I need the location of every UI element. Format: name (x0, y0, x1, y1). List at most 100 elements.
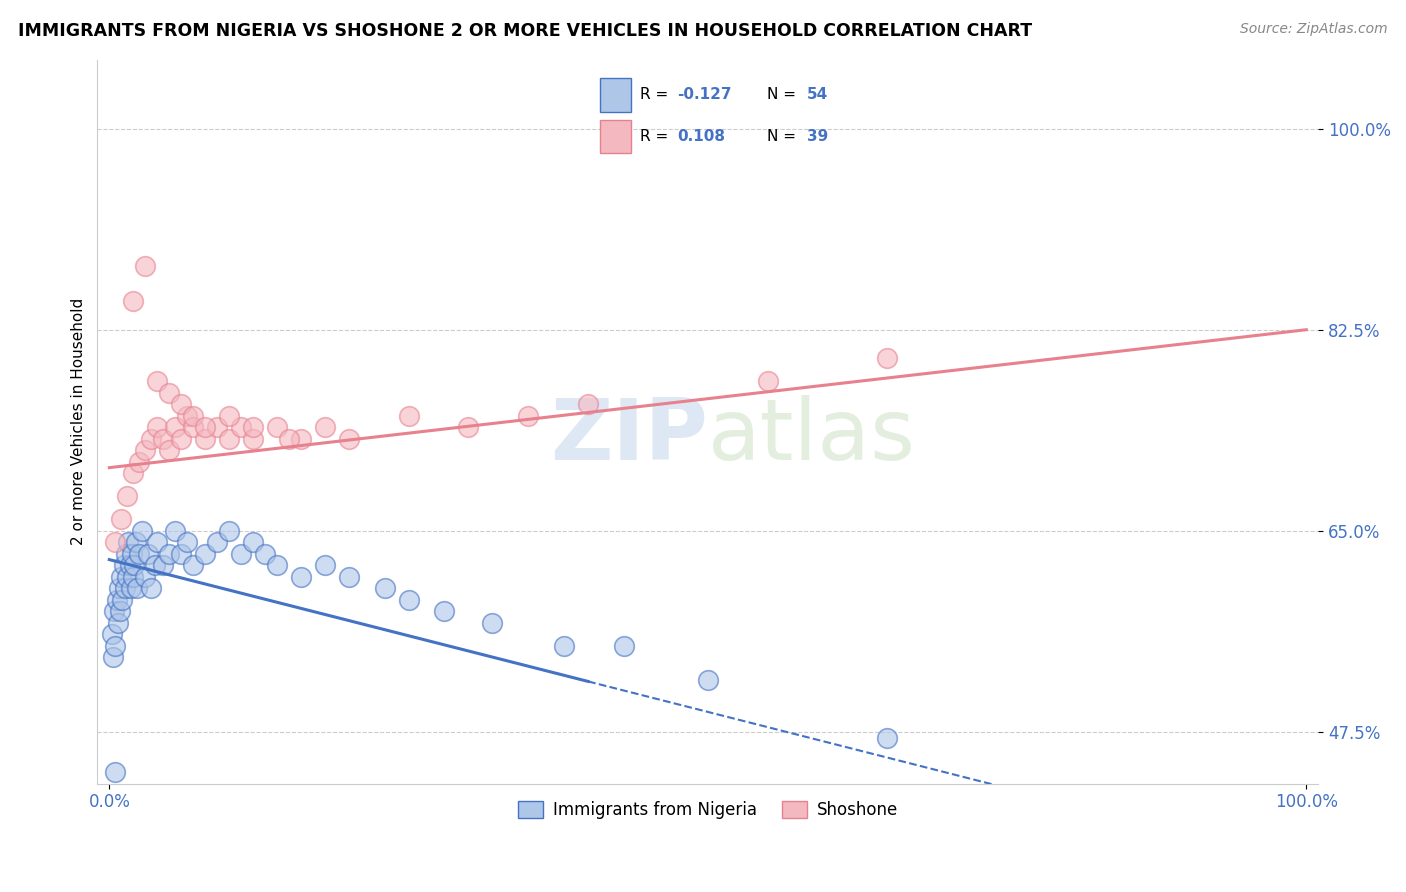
Point (613, 639, 636, 653)
Point (314, 420, 336, 434)
FancyBboxPatch shape (600, 78, 631, 112)
Point (117, 535, 139, 549)
Point (194, 432, 217, 446)
Point (112, 558, 135, 573)
Point (152, 432, 174, 446)
Point (194, 547, 217, 561)
Point (124, 535, 146, 549)
Point (229, 420, 252, 434)
Point (181, 420, 204, 434)
Text: ZIP: ZIP (550, 394, 707, 477)
Point (218, 409, 240, 423)
Point (876, 351, 898, 366)
Text: -0.127: -0.127 (678, 87, 731, 102)
Point (242, 420, 264, 434)
Point (218, 432, 240, 446)
Point (141, 432, 163, 446)
Text: N =: N = (766, 129, 800, 144)
Point (101, 650, 124, 665)
Point (181, 409, 204, 423)
Point (517, 409, 540, 423)
Point (128, 455, 150, 469)
Point (141, 582, 163, 596)
Point (110, 570, 132, 584)
Text: Source: ZipAtlas.com: Source: ZipAtlas.com (1240, 22, 1388, 37)
Point (696, 673, 718, 688)
Point (125, 582, 148, 596)
Text: atlas: atlas (707, 394, 915, 477)
Point (146, 375, 169, 389)
Point (134, 570, 156, 584)
Point (115, 547, 138, 561)
Point (194, 420, 217, 434)
Point (122, 293, 145, 308)
Point (117, 570, 139, 584)
Point (104, 639, 127, 653)
Point (277, 432, 299, 446)
Text: IMMIGRANTS FROM NIGERIA VS SHOSHONE 2 OR MORE VEHICLES IN HOUSEHOLD CORRELATION : IMMIGRANTS FROM NIGERIA VS SHOSHONE 2 OR… (18, 22, 1032, 40)
Text: R =: R = (640, 129, 673, 144)
Point (118, 558, 141, 573)
Point (337, 432, 360, 446)
Text: 54: 54 (807, 87, 828, 102)
Point (253, 547, 276, 561)
Point (242, 432, 264, 446)
Point (176, 409, 198, 423)
Point (121, 547, 143, 561)
Point (128, 547, 150, 561)
Legend: Immigrants from Nigeria, Shoshone: Immigrants from Nigeria, Shoshone (510, 795, 904, 826)
Point (181, 558, 204, 573)
Point (398, 409, 420, 423)
Point (108, 604, 131, 618)
Point (457, 420, 479, 434)
Point (152, 558, 174, 573)
Point (170, 432, 193, 446)
Point (146, 420, 169, 434)
Point (134, 260, 156, 274)
Point (266, 558, 288, 573)
Point (122, 570, 145, 584)
Point (218, 524, 240, 538)
Point (107, 615, 129, 630)
Point (108, 582, 131, 596)
Point (100, 627, 122, 641)
Point (103, 604, 125, 618)
Point (756, 375, 779, 389)
Point (134, 443, 156, 458)
Point (143, 558, 166, 573)
Point (122, 467, 145, 481)
Point (111, 592, 134, 607)
Point (117, 489, 139, 503)
Point (481, 615, 503, 630)
Text: 0.108: 0.108 (678, 129, 725, 144)
Point (176, 535, 198, 549)
Point (553, 639, 575, 653)
Point (398, 592, 420, 607)
Point (205, 535, 228, 549)
Point (876, 731, 898, 745)
Point (136, 547, 159, 561)
Point (157, 443, 180, 458)
Point (242, 535, 264, 549)
Y-axis label: 2 or more Vehicles in Household: 2 or more Vehicles in Household (72, 298, 86, 545)
Point (114, 582, 136, 596)
Point (314, 558, 336, 573)
Point (131, 524, 153, 538)
Point (170, 547, 193, 561)
Point (266, 420, 288, 434)
Text: N =: N = (766, 87, 800, 102)
Point (337, 570, 360, 584)
Point (157, 386, 180, 401)
Point (576, 397, 599, 411)
Point (290, 570, 312, 584)
Text: 39: 39 (807, 129, 828, 144)
Point (120, 582, 142, 596)
FancyBboxPatch shape (600, 120, 631, 153)
Point (165, 524, 187, 538)
Point (205, 420, 228, 434)
Point (433, 604, 456, 618)
Text: R =: R = (640, 87, 673, 102)
Point (146, 535, 169, 549)
Point (229, 547, 252, 561)
Point (165, 420, 187, 434)
